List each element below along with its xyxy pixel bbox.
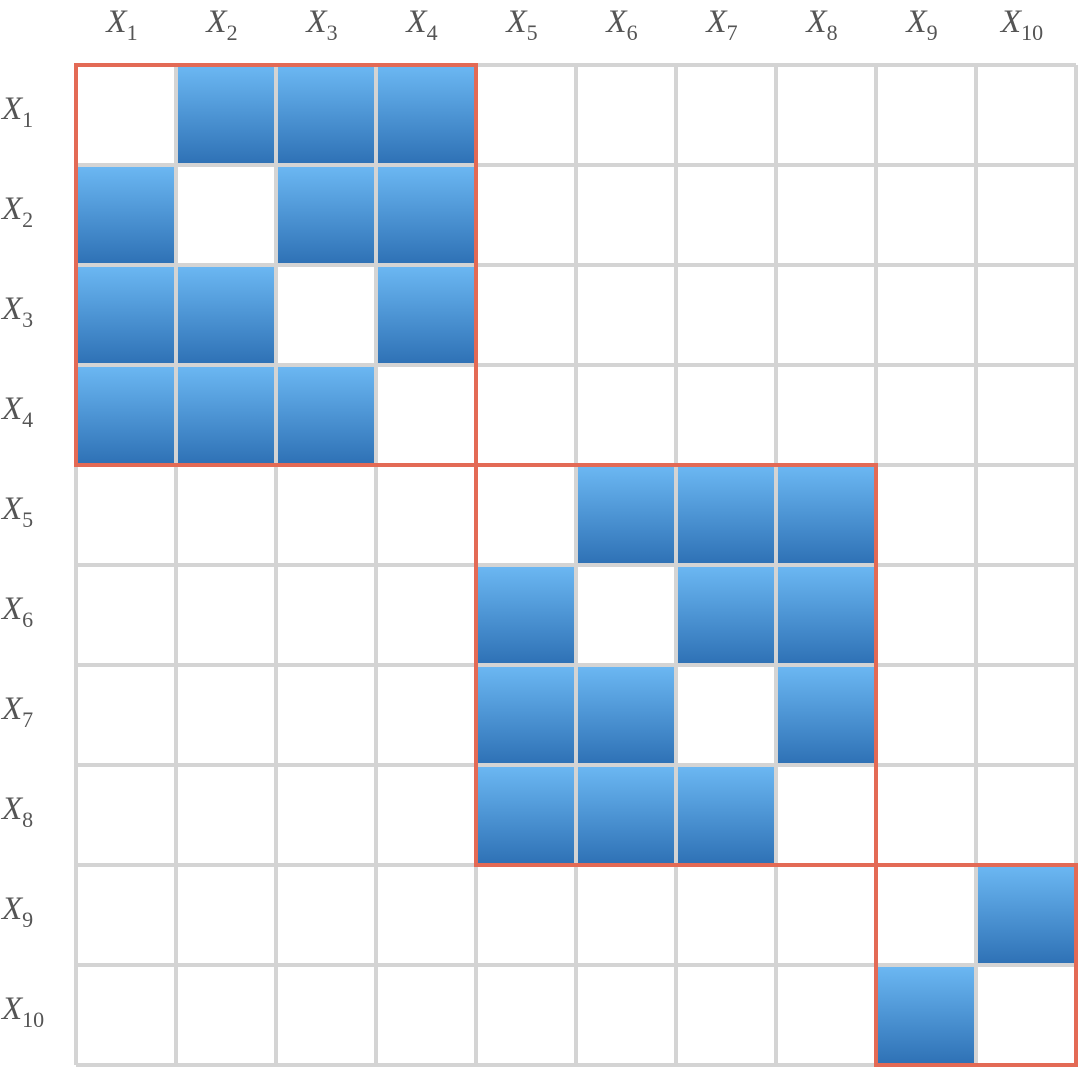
cell-r3-c1 <box>78 267 174 363</box>
col-label-7: X7 <box>704 4 737 45</box>
cell-r6-c8 <box>778 567 874 663</box>
row-label-9: X9 <box>0 891 33 932</box>
row-label-7: X7 <box>0 691 33 732</box>
row-labels: X1 X2 X3 X4 X5 X6 X7 X8 X9 X10 <box>0 91 44 1032</box>
cell-r5-c8 <box>778 467 874 563</box>
cell-r2-c1 <box>78 167 174 263</box>
matrix-cells <box>78 67 1074 1063</box>
col-label-6: X6 <box>604 4 637 45</box>
col-label-1: X1 <box>104 4 137 45</box>
row-label-2: X2 <box>0 191 33 232</box>
cell-r1-c3 <box>278 67 374 163</box>
cell-r2-c3 <box>278 167 374 263</box>
col-label-9: X9 <box>904 4 937 45</box>
cell-r3-c2 <box>178 267 274 363</box>
block-outline-1 <box>74 63 478 467</box>
row-label-10: X10 <box>0 991 44 1032</box>
row-label-8: X8 <box>0 791 33 832</box>
row-label-5: X5 <box>0 491 33 532</box>
cell-r7-c5 <box>478 667 574 763</box>
row-label-4: X4 <box>0 391 33 432</box>
col-label-3: X3 <box>304 4 337 45</box>
row-label-3: X3 <box>0 291 33 332</box>
cell-r7-c8 <box>778 667 874 763</box>
block-outline-2 <box>474 463 878 867</box>
cell-r10-c9 <box>878 967 974 1063</box>
col-label-5: X5 <box>504 4 537 45</box>
cell-r6-c7 <box>678 567 774 663</box>
cell-r5-c6 <box>578 467 674 563</box>
cell-r1-c2 <box>178 67 274 163</box>
cell-r6-c5 <box>478 567 574 663</box>
block-outlines <box>74 63 1078 1067</box>
row-label-1: X1 <box>0 91 33 132</box>
row-label-6: X6 <box>0 591 33 632</box>
cell-r8-c5 <box>478 767 574 863</box>
cell-r1-c4 <box>378 67 474 163</box>
col-label-10: X10 <box>999 4 1043 45</box>
cell-r4-c3 <box>278 367 374 463</box>
cell-r8-c6 <box>578 767 674 863</box>
col-label-4: X4 <box>404 4 437 45</box>
cell-r3-c4 <box>378 267 474 363</box>
cell-r2-c4 <box>378 167 474 263</box>
col-label-8: X8 <box>804 4 837 45</box>
cell-r4-c2 <box>178 367 274 463</box>
block-outline-3 <box>874 863 1078 1067</box>
col-label-2: X2 <box>204 4 237 45</box>
cell-r5-c7 <box>678 467 774 563</box>
cell-r8-c7 <box>678 767 774 863</box>
cell-r9-c10 <box>978 867 1074 963</box>
grid-lines <box>74 63 1078 1067</box>
column-labels: X1 X2 X3 X4 X5 X6 X7 X8 X9 X10 <box>104 4 1043 45</box>
cell-r7-c6 <box>578 667 674 763</box>
cell-r4-c1 <box>78 367 174 463</box>
